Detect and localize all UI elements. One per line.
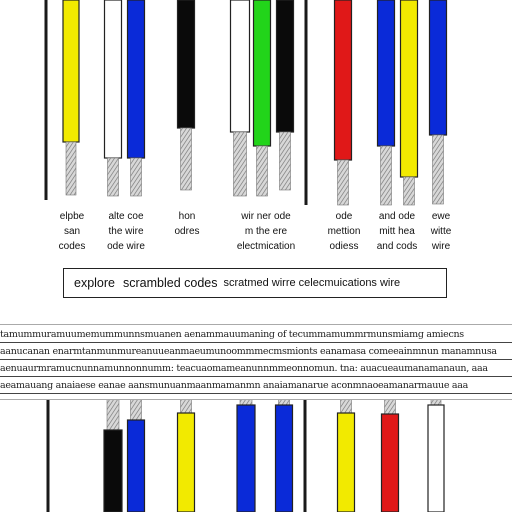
wire-strands bbox=[65, 141, 77, 196]
wire-strands bbox=[106, 397, 120, 431]
top-wire-4 bbox=[126, 0, 146, 197]
top-wire-bundle bbox=[44, 0, 448, 206]
scrambled-row-text: aenuaurmramucnunnamunnonnumm: teacuaomam… bbox=[0, 363, 488, 374]
wire-strands bbox=[380, 145, 392, 206]
top-wire-11 bbox=[376, 0, 396, 206]
wire-insulation bbox=[380, 413, 400, 513]
bottom-wire-8 bbox=[336, 397, 356, 513]
wire-insulation bbox=[336, 412, 356, 513]
wire-strands bbox=[432, 134, 444, 205]
banner-word-explore: explore bbox=[74, 276, 115, 290]
scrambled-row-text: aeamauang anaiaese eanae aansmunuanmaanm… bbox=[0, 380, 469, 391]
top-wire-12 bbox=[399, 0, 419, 206]
wire-insulation bbox=[252, 0, 272, 147]
wire-strands bbox=[130, 157, 142, 197]
top-wire-13 bbox=[428, 0, 448, 205]
wire-strands bbox=[340, 397, 352, 414]
banner-scrambled-codes: scrambled codes bbox=[123, 276, 218, 290]
top-wire-5 bbox=[176, 0, 196, 191]
wire-strands bbox=[337, 159, 349, 206]
wire-strands bbox=[403, 176, 415, 206]
bottom-wire-2 bbox=[103, 397, 123, 513]
scrambled-row: aanucanan enarmtanmunmureanuueanmaeumuno… bbox=[0, 344, 512, 360]
wire-insulation bbox=[229, 0, 251, 133]
top-wire-9 bbox=[304, 0, 308, 205]
bottom-wire-5 bbox=[236, 397, 256, 513]
wire-insulation bbox=[399, 0, 419, 178]
wire-insulation bbox=[428, 0, 448, 136]
thin-wire bbox=[46, 398, 50, 512]
top-wire-6 bbox=[229, 0, 251, 197]
thin-wire bbox=[303, 398, 307, 512]
bottom-wire-9 bbox=[380, 397, 400, 513]
thin-wire bbox=[304, 0, 308, 205]
scrambled-row: aenuaurmramucnunnamunnonnumm: teacuaomam… bbox=[0, 361, 512, 377]
bottom-wire-4 bbox=[176, 397, 196, 513]
wire-strands bbox=[180, 127, 192, 191]
wire-insulation bbox=[333, 0, 353, 161]
wire-insulation bbox=[176, 0, 196, 129]
scrambled-row: aeamauang anaiaese eanae aansmunuanmaanm… bbox=[0, 378, 512, 394]
bottom-wire-10 bbox=[427, 397, 445, 513]
wire-insulation bbox=[103, 429, 123, 513]
wire-strands bbox=[130, 397, 142, 421]
wire-insulation bbox=[376, 0, 396, 147]
top-wire-2 bbox=[62, 0, 80, 196]
wire-strands bbox=[180, 397, 192, 414]
bottom-wire-7 bbox=[303, 398, 307, 512]
wire-insulation bbox=[103, 0, 123, 159]
wire-strands bbox=[384, 397, 396, 415]
scrambled-row: tamummuramuumemummunnsmuanen aenammauuma… bbox=[0, 327, 512, 343]
wire-strands bbox=[279, 131, 291, 191]
banner-caption: scratmed wirre celecmuications wire bbox=[223, 277, 401, 289]
wire-insulation bbox=[126, 419, 146, 513]
top-wire-3 bbox=[103, 0, 123, 197]
bottom-wire-1 bbox=[46, 398, 50, 512]
scrambled-text-block: tamummuramuumemummunnsmuanen aenammauuma… bbox=[0, 324, 512, 400]
banner-box: explore scrambled codes scratmed wirre c… bbox=[63, 268, 447, 298]
wire-strands bbox=[107, 157, 119, 197]
top-wire-1 bbox=[44, 0, 48, 200]
top-wire-10 bbox=[333, 0, 353, 206]
wire-insulation bbox=[275, 0, 295, 133]
wire-insulation bbox=[427, 404, 445, 513]
bottom-wire-bundle bbox=[46, 397, 445, 513]
scrambled-row-text: aanucanan enarmtanmunmureanuueanmaeumuno… bbox=[0, 346, 497, 357]
top-wire-7 bbox=[252, 0, 272, 197]
bottom-wire-3 bbox=[126, 397, 146, 513]
wire-insulation bbox=[62, 0, 80, 143]
wire-strands bbox=[256, 145, 268, 197]
wire-insulation bbox=[274, 404, 294, 513]
scrambled-row-text: tamummuramuumemummunnsmuanen aenammauuma… bbox=[0, 329, 464, 340]
thin-wire bbox=[44, 0, 48, 200]
wire-insulation bbox=[126, 0, 146, 159]
wire-strands bbox=[233, 131, 247, 197]
wire-insulation bbox=[176, 412, 196, 513]
bottom-wire-6 bbox=[274, 397, 294, 513]
wire-insulation bbox=[236, 404, 256, 513]
top-wire-8 bbox=[275, 0, 295, 191]
